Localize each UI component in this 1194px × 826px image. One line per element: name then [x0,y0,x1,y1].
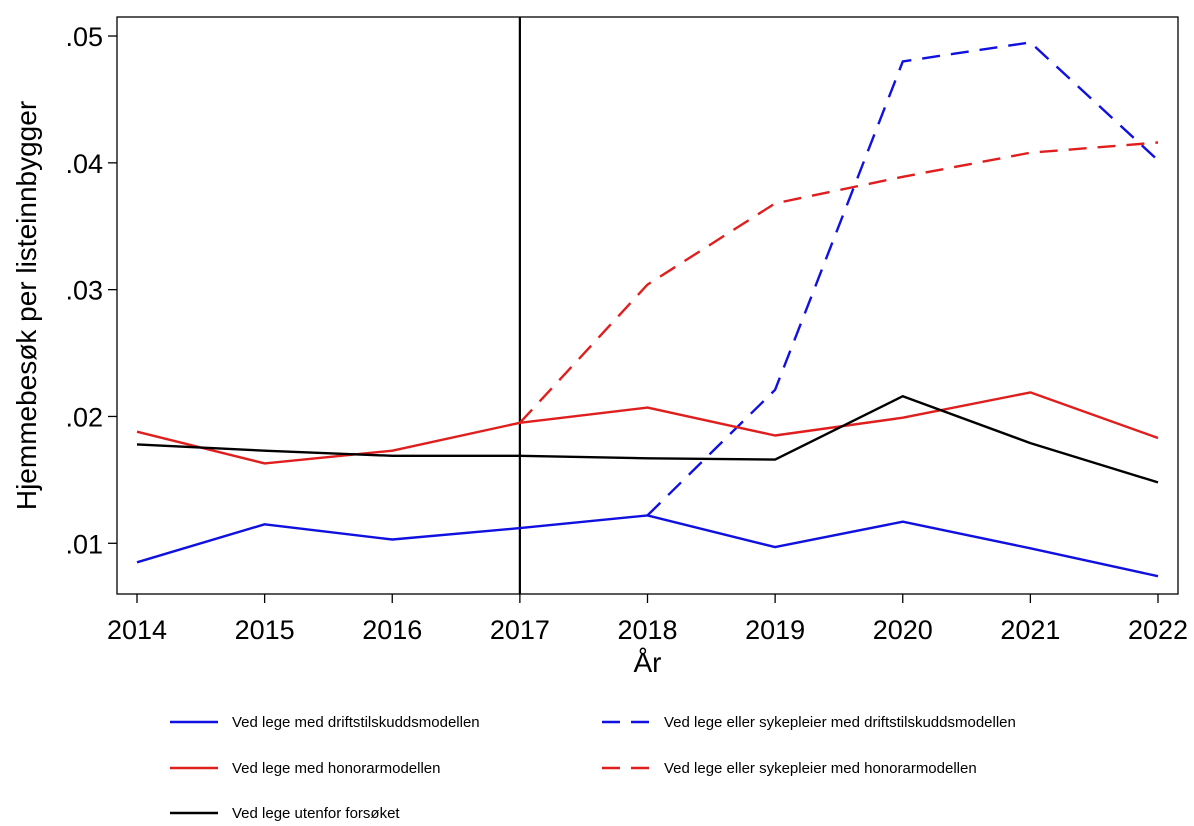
y-tick-label: .03 [65,276,103,306]
plot-frame [116,16,1179,595]
x-tick-label: 2015 [235,615,295,645]
axes: .01 .02 .03 .04 .05 2014 2015 2016 2017 2018 2019 2… [65,22,1188,645]
x-tick-label: 2018 [617,615,677,645]
x-tick-label: 2014 [107,615,167,645]
x-axis-title: År [634,647,662,678]
x-tick-label: 2022 [1128,615,1188,645]
series-line-ved-lege-med-driftstilskuddsmodellen [136,514,1159,578]
x-tick-label: 2019 [745,615,805,645]
legend-label: Ved lege utenfor forsøket [232,805,400,821]
legend: Ved lege med driftstilskuddsmodellen Ved … [170,714,1016,822]
y-tick-label: .05 [65,22,103,52]
legend-label: Ved lege eller sykepleier med honorarmod… [664,760,977,777]
plot-area [116,16,1179,595]
legend-label: Ved lege eller sykepleier med driftstils… [664,714,1016,731]
series-line-ved-lege-eller-sykepleier-med-driftstilskuddsmodellen [646,41,1159,517]
y-tick-label: .04 [65,149,103,179]
series-line-ved-lege-utenfor-fors-ket [136,395,1159,484]
x-tick-label: 2020 [873,615,933,645]
legend-label: Ved lege med honorarmodellen [232,760,440,777]
y-tick-label: .02 [65,402,103,432]
y-axis-title: Hjemmebesøk per listeinnbygger [11,101,42,510]
x-tick-label: 2021 [1000,615,1060,645]
y-tick-label: .01 [65,529,103,559]
series-lines [136,41,1159,578]
series-line-ved-lege-med-honorarmodellen [136,391,1159,465]
legend-label: Ved lege med driftstilskuddsmodellen [232,714,480,731]
x-tick-label: 2017 [490,615,550,645]
x-tick-label: 2016 [362,615,422,645]
series-line-ved-lege-eller-sykepleier-med-honorarmodellen [519,141,1159,424]
